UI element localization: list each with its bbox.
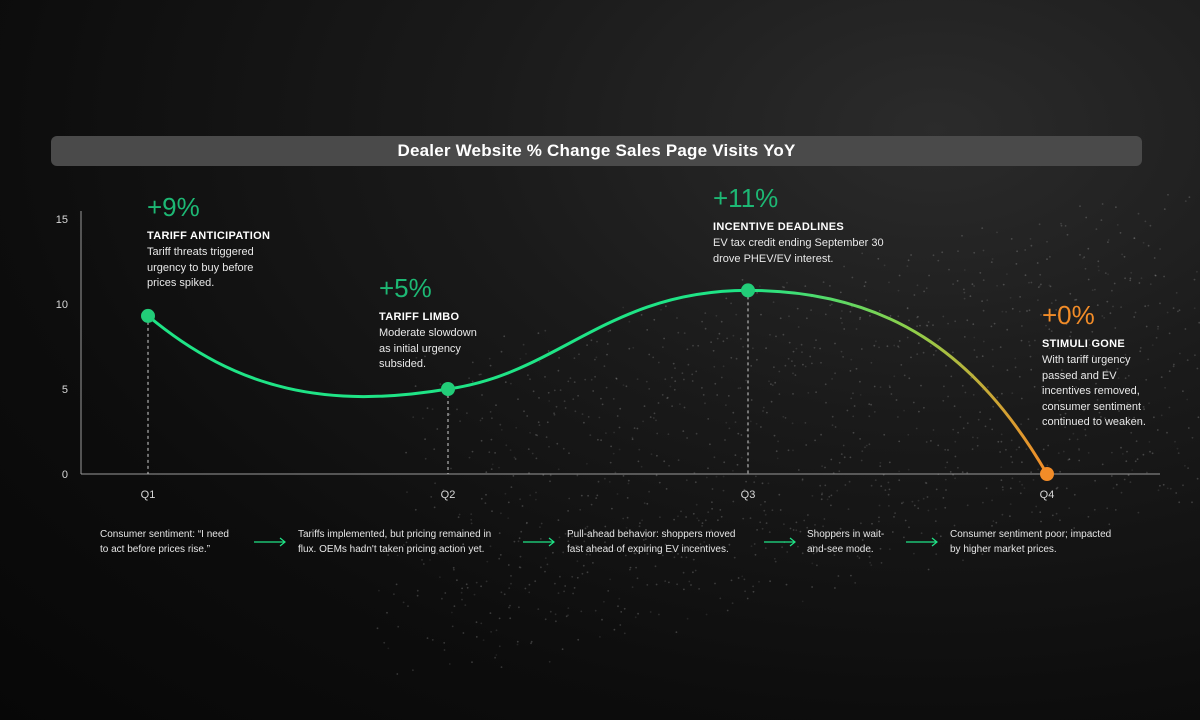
sentiment-step-1: Consumer sentiment: “I need to act befor… [100,527,229,557]
annotation-q2-description: Moderate slowdown as initial urgency sub… [379,326,477,373]
y-tick-label: 10 [56,299,68,311]
series-line-falling [746,288,1049,476]
step-line: flux. OEMs hadn't taken pricing action y… [298,544,485,555]
data-point [1040,467,1054,481]
sentiment-step-3: Pull-ahead behavior: shoppers moved fast… [567,527,735,557]
annotation-q2-percent: +5% [379,273,432,303]
annotation-q3: +11% INCENTIVE DEADLINES EV tax credit e… [713,183,884,267]
annotation-q1-description: Tariff threats triggered urgency to buy … [147,245,270,292]
desc-line: urgency to buy before [147,261,254,274]
desc-line: passed and EV [1042,369,1117,382]
sentiment-step-4: Shoppers in wait- and-see mode. [807,527,884,557]
desc-line: EV tax credit ending September 30 [713,237,884,249]
annotation-q3-percent: +11% [713,183,779,213]
desc-line: as initial urgency [379,342,461,355]
y-tick-label: 5 [62,384,68,396]
arrow-right-icon [523,537,555,547]
x-tick-label: Q3 [741,489,756,501]
annotation-q4: +0% STIMULI GONE With tariff urgency pas… [1042,300,1146,431]
x-tick-label: Q1 [141,489,156,501]
arrow-right-icon [764,537,796,547]
x-tick-label: Q4 [1040,489,1055,501]
annotation-q3-heading: INCENTIVE DEADLINES [713,221,844,233]
step-line: Consumer sentiment: “I need [100,529,229,540]
sentiment-step-5: Consumer sentiment poor; impacted by hig… [950,527,1111,557]
annotation-q1-heading: TARIFF ANTICIPATION [147,230,271,242]
chart-title-bar: Dealer Website % Change Sales Page Visit… [51,136,1142,166]
x-tick-label: Q2 [441,489,456,501]
y-tick-label: 0 [62,469,68,481]
desc-line: subsided. [379,358,427,370]
annotation-q1-percent: +9% [147,192,200,222]
step-line: Tariffs implemented, but pricing remaine… [298,529,492,540]
step-line: Pull-ahead behavior: shoppers moved [567,529,736,540]
annotation-q1: +9% TARIFF ANTICIPATION Tariff threats t… [147,192,270,292]
desc-line: drove PHEV/EV interest. [713,252,834,265]
arrow-right-icon [906,537,938,547]
step-line: by higher market prices. [950,544,1057,555]
desc-line: Moderate slowdown [379,327,477,339]
data-point [441,382,455,396]
annotation-q2: +5% TARIFF LIMBO Moderate slowdown as in… [379,273,477,373]
step-line: to act before prices rise.” [100,544,211,555]
data-point [741,283,755,298]
desc-line: incentives removed, [1042,385,1140,397]
step-line: Consumer sentiment poor; impacted [950,529,1112,540]
annotation-q3-description: EV tax credit ending September 30 drove … [713,236,884,267]
desc-line: prices spiked. [147,277,215,289]
desc-line: With tariff urgency [1042,354,1131,366]
desc-line: Tariff threats triggered [147,246,254,258]
annotation-q4-description: With tariff urgency passed and EV incent… [1042,353,1146,431]
step-line: and-see mode. [807,544,874,555]
desc-line: consumer sentiment [1042,400,1142,413]
arrow-right-icon [254,537,286,547]
data-point [141,308,155,323]
step-line: fast ahead of expiring EV incentives. [567,544,729,555]
sentiment-step-2: Tariffs implemented, but pricing remaine… [298,527,491,557]
sentiment-timeline: Consumer sentiment: “I need to act befor… [0,527,1200,567]
step-line: Shoppers in wait- [807,529,885,540]
annotation-q4-heading: STIMULI GONE [1042,338,1126,350]
annotation-q4-percent: +0% [1042,300,1095,330]
annotation-q2-heading: TARIFF LIMBO [379,311,460,323]
y-tick-label: 15 [56,214,68,226]
desc-line: continued to weaken. [1042,416,1146,428]
chart-title: Dealer Website % Change Sales Page Visit… [397,141,796,160]
